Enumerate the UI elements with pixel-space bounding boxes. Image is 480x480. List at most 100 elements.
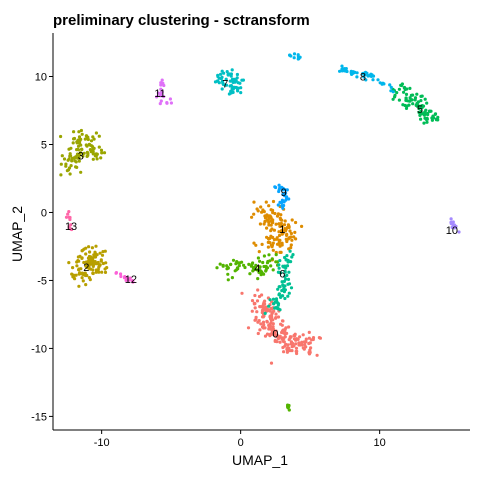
data-point (89, 144, 94, 148)
data-point (273, 211, 277, 216)
data-point (265, 235, 269, 239)
data-point (162, 95, 166, 99)
cluster-4 (215, 253, 280, 282)
data-point (71, 266, 75, 270)
data-point (258, 305, 262, 309)
data-point (260, 325, 265, 329)
data-point (288, 249, 292, 253)
data-point (281, 319, 285, 323)
data-point (269, 229, 273, 233)
data-point (273, 185, 277, 189)
data-point (69, 164, 73, 168)
cluster-label-7: 7 (222, 78, 228, 90)
data-point (85, 136, 89, 140)
data-point (307, 330, 311, 334)
data-point (415, 104, 419, 108)
data-point (273, 329, 277, 333)
data-point (256, 256, 260, 260)
data-point (90, 246, 94, 250)
data-point (220, 79, 225, 83)
y-tick-label: -5 (37, 275, 47, 287)
data-point (260, 271, 264, 275)
data-point (256, 288, 260, 292)
data-point (87, 259, 91, 263)
data-point (87, 266, 91, 270)
data-point (76, 144, 81, 148)
cluster-label-6: 6 (279, 269, 285, 281)
data-point (229, 262, 233, 266)
data-point (433, 112, 438, 116)
data-point (304, 337, 308, 341)
data-point (75, 165, 79, 169)
data-point (345, 69, 349, 74)
data-point (74, 160, 78, 164)
data-point (256, 209, 260, 213)
cluster-label-13: 13 (65, 221, 77, 233)
cluster-label-5: 5 (417, 104, 423, 116)
data-point (92, 262, 96, 266)
data-point (283, 344, 287, 348)
x-tick-label: 10 (374, 437, 386, 449)
data-point (226, 278, 230, 282)
data-point (91, 271, 95, 275)
data-point (282, 336, 286, 341)
data-point (221, 82, 226, 87)
data-point (267, 223, 271, 227)
data-point (340, 64, 344, 68)
data-point (122, 276, 127, 280)
y-tick-label: -10 (31, 343, 47, 355)
data-point (78, 139, 82, 143)
data-point (258, 269, 262, 273)
data-point (100, 253, 105, 257)
data-point (261, 303, 266, 307)
data-point (286, 294, 290, 298)
data-point (283, 269, 287, 273)
data-point (91, 149, 95, 153)
data-point (338, 69, 342, 73)
data-point (282, 223, 287, 227)
cluster-label-8: 8 (360, 72, 366, 84)
data-point (80, 147, 84, 151)
data-point (292, 52, 297, 56)
data-point (425, 120, 429, 124)
data-point (74, 273, 78, 277)
data-point (269, 219, 273, 223)
cluster-0 (240, 288, 322, 365)
data-point (226, 266, 230, 270)
data-point (266, 240, 270, 244)
data-point (351, 71, 355, 75)
cluster-5 (391, 82, 440, 125)
data-point (432, 116, 436, 120)
data-point (229, 72, 233, 76)
data-point (288, 53, 292, 57)
data-point (252, 241, 256, 245)
cluster-label-3: 3 (78, 150, 84, 162)
data-point (272, 302, 276, 306)
data-point (287, 197, 291, 201)
data-point (226, 73, 230, 77)
data-point (263, 326, 267, 330)
data-point (265, 332, 270, 336)
data-point (254, 315, 258, 319)
data-point (277, 292, 281, 296)
data-point (297, 341, 301, 345)
data-point (283, 188, 287, 192)
data-point (76, 255, 80, 259)
data-point (64, 215, 69, 219)
data-point (105, 266, 109, 270)
data-point (263, 311, 267, 315)
data-point (287, 291, 291, 295)
data-point (261, 305, 265, 309)
data-point (252, 301, 256, 305)
data-point (126, 278, 130, 282)
data-point (102, 151, 107, 155)
data-point (247, 262, 251, 266)
data-point (279, 322, 283, 326)
data-point (318, 336, 322, 340)
data-point (78, 153, 82, 157)
data-point (273, 306, 277, 310)
data-point (239, 86, 243, 90)
data-point (292, 344, 296, 348)
y-tick-label: 0 (41, 207, 47, 219)
data-point (268, 332, 273, 336)
